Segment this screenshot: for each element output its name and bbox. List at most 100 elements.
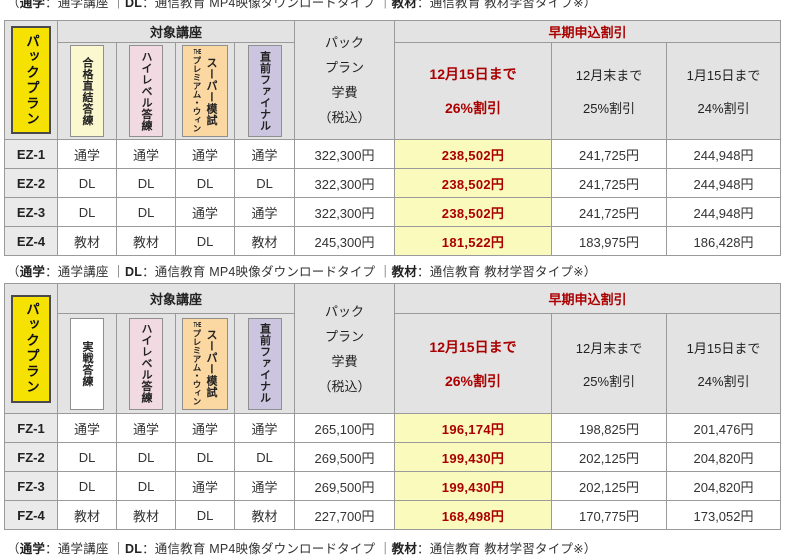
- fee-cell: 269,500円: [294, 471, 395, 501]
- plan-code-cell: EZ-2: [4, 168, 58, 198]
- early-discount-header-cell: 早期申込割引: [394, 20, 781, 43]
- table-row: EZ-4 教材 教材 DL 教材 245,300円 181,522円 183,9…: [4, 226, 781, 256]
- course-type-cell: 通学: [116, 413, 176, 443]
- note-text: ：通信教育 教材学習タイプ※）: [417, 0, 597, 10]
- pack-plan-table-fz: パックプラン 対象講座 パック プラン 学費 （税込） 早期申込割引 実戦答練 …: [4, 283, 781, 530]
- fee-cell: 322,300円: [294, 168, 395, 198]
- early-discount-header-cell: 早期申込割引: [394, 283, 781, 314]
- discount-price-cell: 183,975円: [551, 226, 667, 256]
- discount-price-highlight-cell: 238,502円: [394, 168, 552, 198]
- discount-deadline: 12月15日まで: [429, 66, 517, 82]
- note-text: ：通学講座 ｜: [45, 0, 125, 10]
- pack-plan-label: パックプラン: [11, 294, 51, 403]
- discount-price-cell: 186,428円: [666, 226, 781, 256]
- plan-header-cell: パックプラン: [4, 20, 58, 140]
- discount-deadline: 12月末まで: [575, 68, 643, 83]
- table-row: FZ-4 教材 教材 DL 教材 227,700円 168,498円 170,7…: [4, 500, 781, 530]
- discount-period-cell: 12月末まで 25%割引: [551, 313, 667, 414]
- fee-cell: 245,300円: [294, 226, 395, 256]
- discount-price-highlight-cell: 238,502円: [394, 197, 552, 227]
- course-name: 直前ファイナル: [258, 50, 271, 132]
- note-term: DL: [124, 265, 143, 279]
- course-name: 合格直結答練: [81, 56, 93, 126]
- fee-cell: 322,300円: [294, 139, 395, 169]
- plan-code-cell: EZ-3: [4, 197, 58, 227]
- course-header-cell: スーパー模試 THEプレミアム・ウィン: [175, 313, 235, 414]
- course-box: スーパー模試 THEプレミアム・ウィン: [182, 45, 228, 137]
- fee-header-cell: パック プラン 学費 （税込）: [294, 20, 395, 140]
- fee-header-line: （税込）: [318, 378, 371, 394]
- note-term: 通学: [19, 0, 46, 10]
- note-text: （: [7, 0, 20, 10]
- discount-period-cell: 1月15日まで 24%割引: [666, 42, 781, 140]
- discount-price-cell: 170,775円: [551, 500, 667, 530]
- course-name: 実戦答練: [81, 340, 93, 387]
- plan-code-cell: EZ-4: [4, 226, 58, 256]
- course-header-cell: ハイレベル答練: [116, 313, 176, 414]
- note-term: DL: [124, 542, 143, 556]
- fee-cell: 322,300円: [294, 197, 395, 227]
- course-box: ハイレベル答練: [129, 45, 163, 137]
- note-text: ：通信教育 教材学習タイプ※）: [417, 542, 597, 556]
- target-courses-header-cell: 対象講座: [57, 283, 295, 314]
- course-type-cell: DL: [116, 197, 176, 227]
- course-name: ハイレベル答練: [140, 323, 152, 404]
- course-type-cell: DL: [57, 168, 117, 198]
- fee-header-line: 学費: [331, 353, 358, 369]
- legend-note-bottom: （通学：通学講座 ｜DL：通信教育 MP4映像ダウンロードタイプ ｜教材：通信教…: [7, 538, 596, 557]
- course-name: 直前ファイナル: [258, 323, 271, 404]
- note-text: ：通学講座 ｜: [45, 265, 125, 279]
- discount-rate: 25%割引: [582, 101, 636, 116]
- course-subname: THEプレミアム・ウィン: [192, 321, 202, 406]
- course-type-cell: DL: [116, 168, 176, 198]
- discount-rate: 26%割引: [444, 372, 502, 389]
- fee-cell: 269,500円: [294, 442, 395, 472]
- course-type-cell: DL: [234, 168, 295, 198]
- course-type-cell: DL: [175, 226, 235, 256]
- plan-code-cell: FZ-3: [4, 471, 58, 501]
- discount-price-cell: 241,725円: [551, 139, 667, 169]
- course-type-cell: DL: [234, 442, 295, 472]
- discount-rate: 24%割引: [697, 373, 750, 389]
- pack-plan-table-ez: パックプラン 対象講座 パック プラン 学費 （税込） 早期申込割引 合格直結答…: [4, 20, 781, 256]
- fee-cell: 227,700円: [294, 500, 395, 530]
- note-term: 教材: [391, 542, 418, 556]
- table-row: FZ-3 DL DL 通学 通学 269,500円 199,430円 202,1…: [4, 471, 781, 501]
- discount-price-highlight-cell: 238,502円: [394, 139, 552, 169]
- fee-header-cell: パック プラン 学費 （税込）: [294, 283, 395, 414]
- course-type-cell: 通学: [234, 139, 295, 169]
- course-type-cell: 教材: [57, 226, 117, 256]
- course-type-cell: DL: [57, 197, 117, 227]
- discount-rate: 26%割引: [444, 100, 502, 116]
- note-text: ：通信教育 MP4映像ダウンロードタイプ ｜: [142, 542, 392, 556]
- note-text: （: [7, 542, 20, 556]
- discount-price-cell: 244,948円: [666, 197, 781, 227]
- plan-code-cell: FZ-1: [4, 413, 58, 443]
- discount-price-cell: 201,476円: [666, 413, 781, 443]
- discount-price-cell: 241,725円: [551, 168, 667, 198]
- course-box: 合格直結答練: [70, 45, 104, 137]
- course-type-cell: 通学: [175, 413, 235, 443]
- fee-header-line: （税込）: [318, 110, 371, 125]
- course-subname: THEプレミアム・ウィン: [192, 49, 202, 133]
- fee-header-line: パック: [324, 35, 364, 50]
- discount-deadline: 12月15日まで: [429, 338, 517, 355]
- discount-price-highlight-cell: 168,498円: [394, 500, 552, 530]
- table-row: FZ-1 通学 通学 通学 通学 265,100円 196,174円 198,8…: [4, 413, 781, 443]
- discount-price-cell: 202,125円: [551, 442, 667, 472]
- course-type-cell: 教材: [116, 226, 176, 256]
- note-term: 教材: [391, 0, 418, 10]
- discount-deadline: 1月15日まで: [686, 340, 761, 356]
- course-type-cell: 通学: [57, 413, 117, 443]
- table-row: EZ-1 通学 通学 通学 通学 322,300円 238,502円 241,7…: [4, 139, 781, 169]
- course-type-cell: 通学: [234, 471, 295, 501]
- course-type-cell: 通学: [116, 139, 176, 169]
- discount-price-cell: 202,125円: [551, 471, 667, 501]
- fee-cell: 265,100円: [294, 413, 395, 443]
- discount-price-cell: 244,948円: [666, 139, 781, 169]
- discount-price-cell: 173,052円: [666, 500, 781, 530]
- course-type-cell: 通学: [234, 413, 295, 443]
- note-term: DL: [124, 0, 143, 10]
- fee-header-line: プラン: [324, 328, 364, 344]
